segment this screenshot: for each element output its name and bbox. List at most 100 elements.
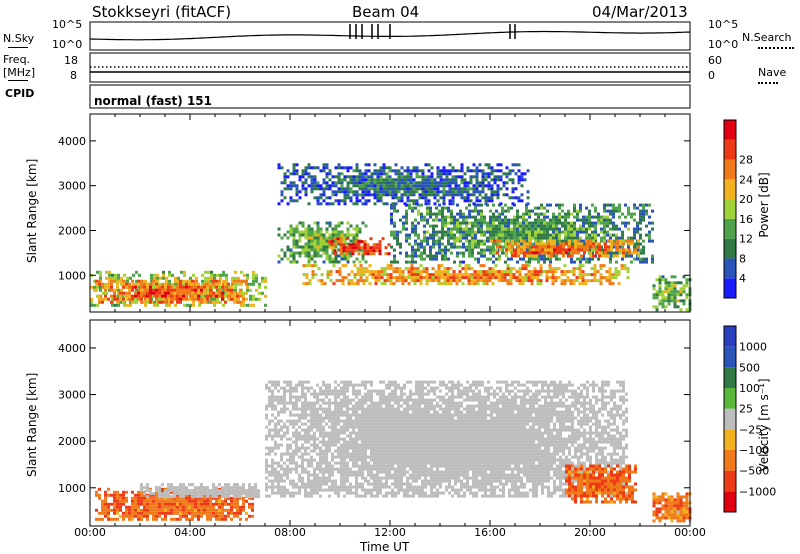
data-cell (271, 467, 274, 471)
data-cell (140, 517, 143, 521)
data-cell (527, 279, 531, 283)
data-cell (534, 221, 537, 225)
data-cell (140, 511, 143, 515)
data-cell (325, 470, 328, 474)
data-cell (453, 224, 456, 228)
data-cell (277, 254, 281, 258)
data-cell (204, 300, 207, 304)
data-cell (442, 199, 446, 203)
data-cell (200, 300, 203, 304)
data-cell (98, 517, 101, 521)
data-cell (487, 184, 491, 188)
data-cell (149, 496, 152, 500)
data-cell (286, 476, 289, 480)
data-cell (334, 482, 337, 486)
data-cell (188, 502, 191, 506)
data-cell (383, 273, 387, 277)
data-cell (553, 242, 556, 246)
data-cell (340, 449, 343, 453)
data-cell (511, 190, 515, 194)
data-cell (519, 224, 522, 228)
data-cell (283, 461, 286, 465)
data-cell (359, 270, 363, 274)
data-cell (316, 227, 320, 231)
data-cell (325, 431, 328, 435)
data-cell (251, 496, 254, 500)
data-cell (615, 236, 618, 240)
data-cell (639, 257, 642, 261)
data-cell (298, 437, 301, 441)
data-cell (280, 434, 283, 438)
data-cell (400, 166, 404, 170)
data-cell (591, 221, 594, 225)
data-cell (576, 218, 579, 222)
data-cell (200, 496, 203, 500)
data-cell (236, 505, 239, 509)
data-cell (451, 193, 455, 197)
data-cell (409, 169, 413, 173)
data-cell (455, 279, 459, 283)
data-cell (292, 479, 295, 483)
data-cell (394, 169, 398, 173)
data-cell (515, 270, 519, 274)
data-cell (486, 245, 489, 249)
data-cell (419, 264, 423, 268)
data-cell (343, 461, 346, 465)
data-cell (286, 452, 289, 456)
data-cell (319, 407, 322, 411)
data-cell (343, 175, 347, 179)
data-cell (271, 398, 274, 402)
data-cell (298, 464, 301, 468)
data-cell (292, 434, 295, 438)
data-cell (514, 187, 518, 191)
data-cell (340, 464, 343, 468)
data-cell (584, 273, 588, 277)
data-cell (597, 257, 600, 261)
data-cell (283, 251, 287, 255)
data-cell (322, 245, 326, 249)
data-cell (212, 514, 215, 518)
data-cell (167, 282, 170, 286)
data-cell (578, 273, 582, 277)
data-cell (570, 227, 573, 231)
data-cell (362, 267, 366, 271)
data-cell (522, 215, 525, 219)
data-cell (447, 215, 450, 219)
data-cell (372, 252, 376, 256)
data-cell (280, 425, 283, 429)
data-cell (216, 273, 219, 277)
data-cell (548, 264, 552, 268)
data-cell (343, 199, 347, 203)
data-cell (298, 434, 301, 438)
data-cell (310, 443, 313, 447)
data-cell (393, 221, 396, 225)
data-cell (331, 467, 334, 471)
data-cell (415, 181, 419, 185)
data-cell (548, 276, 552, 280)
data-cell (188, 517, 191, 521)
data-cell (403, 175, 407, 179)
data-cell (349, 380, 352, 384)
data-cell (633, 242, 636, 246)
data-cell (655, 290, 659, 294)
data-cell (301, 443, 304, 447)
data-cell (185, 517, 188, 521)
data-cell (322, 431, 325, 435)
data-cell (277, 260, 281, 264)
data-cell (501, 206, 504, 210)
data-cell (359, 276, 363, 280)
data-cell (379, 172, 383, 176)
data-cell (101, 508, 104, 512)
data-cell (481, 181, 485, 185)
data-cell (274, 467, 277, 471)
data-cell (265, 446, 268, 450)
data-cell (520, 248, 523, 252)
data-cell (528, 233, 531, 237)
data-cell (588, 260, 591, 264)
data-cell (230, 486, 233, 490)
data-cell (264, 279, 267, 283)
data-cell (468, 248, 471, 252)
data-cell (448, 202, 452, 206)
data-cell (355, 233, 359, 237)
data-cell (277, 488, 280, 492)
